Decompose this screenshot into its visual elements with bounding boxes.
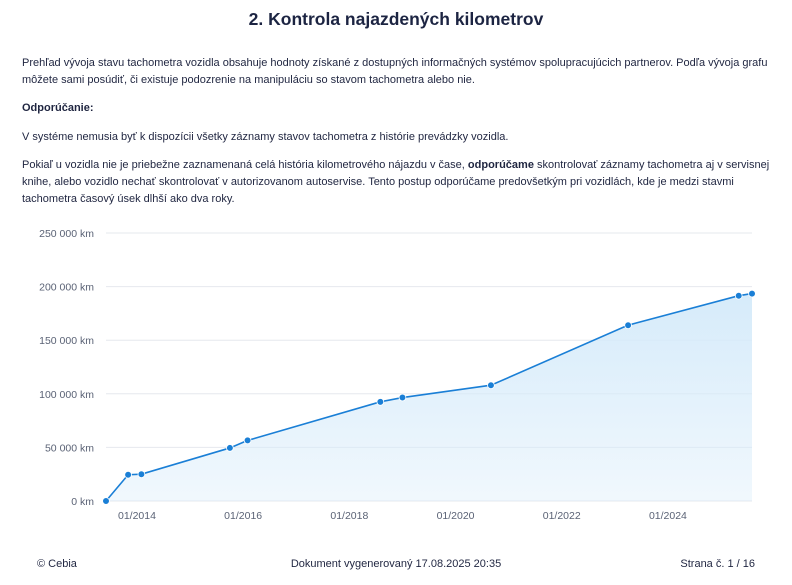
page-title: 2. Kontrola najazdených kilometrov [248,9,544,29]
data-point [748,289,756,298]
intro-paragraph: Prehľad vývoja stavu tachometra vozidla … [22,57,768,86]
odometer-chart: 0 km 50 000 km 100 000 km 150 000 km 200 000… [39,228,756,522]
recommendation-paragraph: V systéme nemusia byť k dispozícii všetk… [22,131,509,143]
y-tick-label: 0 km [71,496,94,508]
data-point [376,398,385,406]
data-point [487,381,495,390]
y-tick-label: 150 000 km [39,335,94,347]
x-tick-label: 01/2022 [543,510,581,522]
y-tick-label: 200 000 km [39,282,94,294]
detail-text-start: Pokiaľ u vozidla nie je priebežne zaznam… [22,159,468,171]
y-tick-label: 50 000 km [45,442,94,454]
data-point [124,470,132,479]
data-point [102,497,110,505]
recommendation-heading: Odporúčanie: [22,102,94,114]
data-point [226,444,234,452]
x-tick-label: 01/2014 [118,510,156,522]
footer-page-number: Strana č. 1 / 16 [680,558,755,570]
data-point [734,291,743,300]
x-tick-label: 01/2016 [224,510,262,522]
detail-text-bold: odporúčame [467,159,534,171]
data-point [624,321,632,329]
y-tick-label: 250 000 km [39,228,94,240]
data-point [398,393,407,402]
footer-copyright: © Cebia [37,558,77,570]
x-tick-label: 01/2024 [649,510,687,522]
data-point [137,470,146,479]
recommendation-detail-paragraph: Pokiaľ u vozidla nie je priebežne zaznam… [22,157,772,208]
x-tick-label: 01/2020 [437,510,475,522]
detail-text-end: skontrolovať záznamy tachometra aj v ser… [22,159,770,205]
series-area [106,293,752,501]
y-tick-label: 100 000 km [39,389,94,401]
data-point [243,436,252,445]
x-tick-label: 01/2018 [330,510,368,522]
footer-generated: Dokument vygenerovaný 17.08.2025 20:35 [290,558,502,570]
